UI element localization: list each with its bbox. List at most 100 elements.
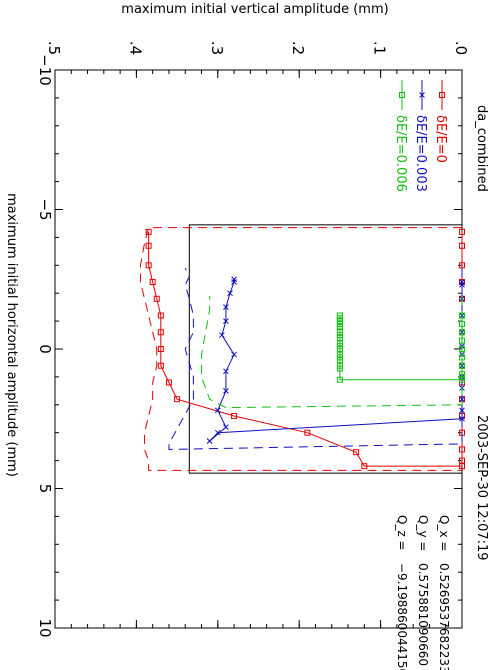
x-marker-stroke — [214, 429, 221, 436]
tune-value-0: 0.5269537682233 — [437, 563, 451, 670]
legend-marker-0 — [439, 92, 445, 98]
series-1-point — [223, 304, 229, 311]
series-1-dashed-line — [168, 267, 463, 450]
x-marker-stroke — [223, 318, 229, 324]
series-2-point — [336, 346, 343, 352]
x-marker-stroke — [214, 407, 221, 414]
series-2-point — [336, 340, 343, 347]
series-2-point — [459, 346, 465, 352]
series-2-point — [336, 376, 343, 383]
series-0-point — [353, 449, 360, 456]
y-tick-label: .1 — [371, 41, 389, 55]
tune-value-1: 0.575881090660 — [416, 563, 430, 666]
series-2-solid-line — [339, 315, 463, 381]
series-0-point — [145, 242, 152, 249]
x-tick-label: −10 — [36, 54, 54, 86]
x-marker-stroke — [459, 396, 465, 403]
y-tick-label: .3 — [208, 41, 226, 55]
x-marker-stroke — [223, 304, 229, 311]
series-0-point — [149, 279, 156, 286]
series-1-point — [219, 332, 225, 338]
series-2-point — [336, 334, 343, 341]
y-tick-label: .5 — [45, 41, 63, 55]
series-0-point — [459, 463, 465, 470]
series-1-point — [223, 424, 229, 430]
x-marker-stroke — [419, 92, 425, 98]
chart-title: da_combined — [474, 105, 489, 192]
series-1-point — [231, 276, 237, 283]
x-marker-stroke — [231, 351, 237, 358]
y-axis-label: maximum initial vertical amplitude (mm) — [121, 2, 388, 17]
series-1-point — [214, 407, 221, 414]
series-1-point — [231, 351, 237, 358]
series-1-point — [223, 318, 229, 324]
series-0-point — [459, 457, 465, 464]
series-0-point — [459, 446, 465, 453]
x-tick-label: 10 — [36, 618, 54, 637]
series-2-point — [336, 329, 343, 336]
x-marker-stroke — [223, 424, 229, 430]
series-0-point — [165, 379, 172, 386]
x-axis-label: maximum initial horizontal amplitude (mm… — [4, 193, 19, 477]
legend-label-1: δE/E=0.003 — [413, 115, 428, 192]
series-0-point — [157, 329, 164, 336]
series-2-point — [459, 312, 465, 319]
series-1-point — [223, 387, 229, 394]
series-1-point — [206, 438, 213, 444]
series-0-point — [174, 396, 181, 403]
series-2-point — [459, 354, 465, 361]
x-marker-stroke — [227, 290, 233, 297]
legend-label-2: δE/E=0.006 — [393, 115, 408, 192]
series-2-point — [336, 351, 343, 358]
series-0-point — [157, 312, 164, 319]
series-2-point — [459, 320, 465, 327]
x-marker-stroke — [219, 332, 225, 338]
series-2-point — [459, 362, 465, 369]
x-tick-label: 0 — [36, 344, 54, 354]
series-0-dashed-line — [139, 227, 462, 471]
series-1-solid-line — [209, 279, 463, 442]
series-2-point — [459, 337, 465, 344]
series-2-point — [336, 357, 343, 364]
series-2-point — [459, 376, 465, 383]
tune-value-2: −9.198860044150 — [395, 563, 409, 670]
series-0-point — [153, 295, 160, 302]
plot-series — [139, 224, 465, 474]
x-marker-stroke — [223, 387, 229, 394]
x-marker-stroke — [459, 407, 465, 414]
series-0-point — [157, 362, 164, 369]
x-marker-stroke — [459, 415, 465, 422]
series-1-point — [214, 429, 221, 436]
y-tick-label: .2 — [289, 41, 307, 55]
series-1-point — [459, 396, 465, 403]
series-0-point — [231, 412, 238, 419]
series-0-point — [459, 262, 465, 269]
series-2-point — [336, 362, 343, 369]
plot-labels: .0 .1 .2 .3 .4 .5−10 −5 0 5 10 maximum initial ver… — [4, 2, 489, 670]
series-0-point — [145, 262, 152, 269]
series-0-point — [145, 228, 152, 235]
tune-label-1: Q_y = — [416, 515, 430, 551]
series-1-point — [223, 368, 229, 375]
series-1-point — [459, 281, 465, 288]
series-1-point — [459, 407, 465, 414]
series-0-point — [157, 346, 164, 352]
x-tick-label: −5 — [36, 198, 54, 220]
timestamp: 2003-SEP-30 12:07:19 — [474, 415, 489, 561]
series-0-point — [361, 463, 368, 470]
series-0-point — [304, 429, 311, 436]
x-marker-stroke — [206, 438, 213, 444]
series-2-point — [459, 329, 465, 336]
series-1-point — [459, 415, 465, 422]
series-0-point — [459, 242, 465, 249]
series-2-point — [336, 323, 343, 330]
y-tick-label: .4 — [126, 41, 144, 55]
legend-marker-1 — [419, 92, 425, 98]
x-marker-stroke — [459, 281, 465, 288]
tune-label-0: Q_x = — [437, 515, 451, 551]
y-tick-label: .0 — [452, 41, 470, 55]
x-marker-stroke — [231, 276, 237, 283]
tune-label-2: Q_z = — [395, 515, 409, 551]
series-1-point — [227, 290, 233, 297]
